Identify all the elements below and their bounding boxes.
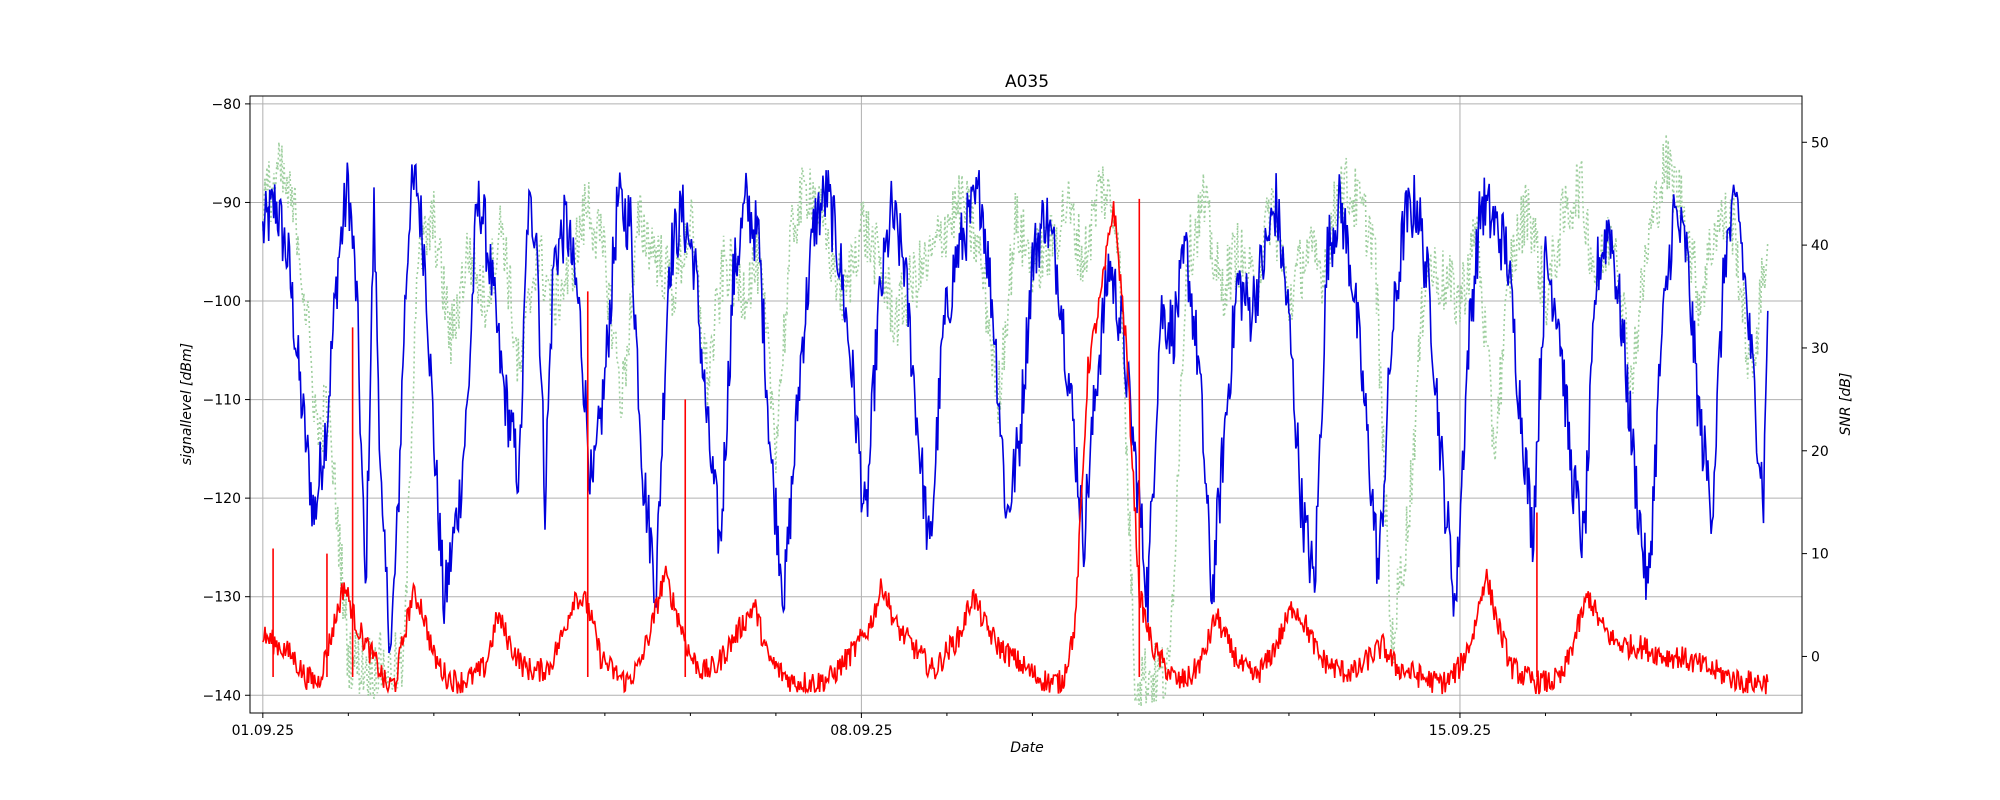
plot-frame [249,95,1803,714]
x-tick-label: 08.09.25 [830,723,892,739]
x-tick-label: 01.09.25 [232,723,294,739]
reference-series-line [262,134,1769,707]
snr-series-line [262,201,1769,695]
y-tick-label-left: −120 [203,491,241,507]
chart-title: A035 [1005,72,1049,92]
x-axis-label: Date [1010,740,1043,756]
y-tick-label-right: 10 [1811,547,1829,563]
y-axis-label-right: SNR [dB] [1838,373,1854,436]
y-tick-label-right: 0 [1811,649,1820,665]
axes: 01.09.25 08.09.25 15.09.25 −80 −90 −100 −110 −1… [203,97,1829,739]
y-tick-label-left: −110 [203,393,241,409]
y-tick-label-right: 40 [1811,238,1829,254]
x-tick-label: 15.09.25 [1429,723,1491,739]
y-axis-label-left: signallevel [dBm] [179,343,195,465]
signal-series-line [262,162,1769,654]
y-tick-label-right: 30 [1811,341,1829,357]
y-tick-label-right: 50 [1811,135,1829,151]
y-tick-label-left: −130 [203,590,241,606]
y-tick-label-left: −80 [211,97,241,113]
y-tick-label-right: 20 [1811,444,1829,460]
y-tick-label-left: −100 [203,294,241,310]
series-lines [262,134,1769,707]
y-tick-label-left: −140 [203,688,241,704]
y-tick-label-left: −90 [211,195,241,211]
grid-lines [250,96,1802,713]
